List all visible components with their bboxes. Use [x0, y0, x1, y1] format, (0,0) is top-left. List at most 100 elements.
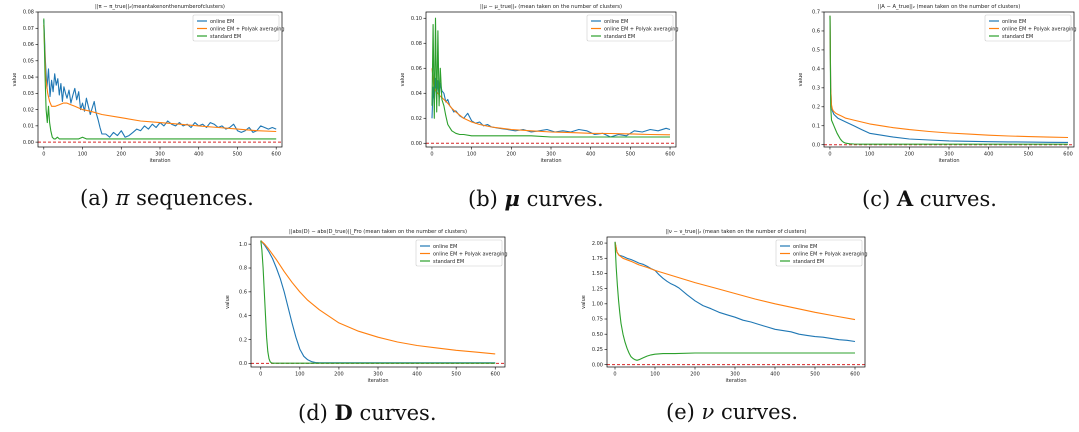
chart-e-legend-label: standard EM — [793, 259, 824, 265]
chart-b-legend — [586, 14, 674, 42]
chart-b-legend-label: online EM — [604, 19, 628, 25]
chart-b-svg: ||μ − μ_true||₂ (mean taken on the numbe… — [400, 4, 679, 164]
chart-d-svg: ||abs(D) − abs(D_true)||_Fro (mean taken… — [225, 229, 508, 384]
caption-b-label: (b) — [468, 187, 498, 211]
chart-a-ytick-label: 0.05 — [23, 58, 34, 64]
caption-a-label: (a) — [80, 186, 109, 210]
chart-c-legend-label: online EM + Polyak averaging — [1002, 26, 1077, 32]
chart-a-series-2-line — [43, 24, 277, 133]
chart-a-xtick-label: 100 — [78, 152, 88, 158]
chart-e-ytick-label: 0.50 — [592, 332, 603, 338]
chart-c-legend — [984, 14, 1072, 42]
chart-panel-d: ||abs(D) − abs(D_true)||_Fro (mean taken… — [215, 225, 515, 385]
chart-panel-e: ||ν − ν_true||₂ (mean taken on the numbe… — [575, 225, 875, 385]
chart-e-xtick-label: 500 — [810, 372, 820, 378]
chart-e-legend-label: online EM + Polyak averaging — [793, 251, 868, 257]
chart-a-series-1-line — [43, 20, 277, 138]
chart-e-ytick-label: 0.75 — [592, 317, 603, 323]
chart-a-legend — [192, 14, 280, 42]
chart-d-series-2-line — [260, 240, 496, 355]
chart-d-xlabel: iteration — [367, 378, 388, 384]
chart-d-ytick-label: 0.6 — [239, 290, 247, 296]
caption-d-text: curves. — [359, 401, 437, 425]
chart-a-xlabel: iteration — [149, 158, 170, 164]
chart-d-xtick-label: 500 — [451, 372, 461, 378]
chart-e-legend — [775, 239, 863, 267]
chart-e-xlabel: iteration — [725, 378, 746, 384]
chart-a-legend-label: online EM — [210, 19, 234, 25]
chart-e-svg: ||ν − ν_true||₂ (mean taken on the numbe… — [581, 229, 868, 384]
chart-e-series-1-line — [614, 241, 856, 343]
chart-b-legend-label: online EM + Polyak averaging — [604, 26, 679, 32]
chart-c-ytick-label: 0.4 — [812, 67, 820, 73]
chart-c-ytick-label: 0.7 — [812, 10, 820, 16]
chart-e-series-3-line — [614, 241, 855, 361]
caption-e-label: (e) — [666, 400, 695, 424]
chart-a-ytick-label: 0.00 — [23, 140, 34, 146]
chart-b-ytick-label: 0.10 — [411, 16, 422, 22]
caption-c-text: curves. — [919, 187, 997, 211]
chart-c-series-1-line — [829, 15, 1069, 143]
chart-a-ytick-label: 0.02 — [23, 107, 34, 113]
caption-c: (c) A curves. — [862, 186, 997, 211]
chart-a-xtick-label: 400 — [194, 152, 204, 158]
chart-b-xtick-label: 100 — [467, 152, 477, 158]
chart-c-xtick-label: 600 — [1063, 152, 1073, 158]
chart-e-ytick-label: 1.50 — [592, 271, 603, 277]
chart-c-ytick-label: 0.6 — [812, 29, 820, 35]
caption-d-label: (d) — [298, 401, 328, 425]
chart-d-ytick-label: 0.2 — [239, 337, 247, 343]
chart-d-xtick-label: 100 — [295, 372, 305, 378]
chart-a-ytick-label: 0.07 — [23, 26, 34, 32]
caption-a-text: sequences. — [136, 186, 254, 210]
chart-b-legend-label: standard EM — [604, 34, 635, 40]
chart-e-ytick-label: 2.00 — [592, 241, 603, 247]
chart-e-xtick-label: 0 — [613, 372, 616, 378]
chart-e-xtick-label: 200 — [690, 372, 700, 378]
chart-b-ylabel: value — [400, 73, 406, 87]
chart-c-ylabel: value — [798, 73, 804, 87]
chart-c-ytick-label: 0.0 — [812, 142, 820, 148]
chart-c-xtick-label: 300 — [944, 152, 954, 158]
chart-c-xtick-label: 200 — [905, 152, 915, 158]
chart-d-ytick-label: 1.0 — [239, 242, 247, 248]
chart-a-xtick-label: 200 — [116, 152, 126, 158]
caption-e-text: curves. — [720, 400, 799, 424]
chart-e-ylabel: value — [581, 295, 587, 309]
chart-d-legend-label: standard EM — [433, 259, 464, 265]
chart-b-series-1-line — [431, 77, 671, 138]
chart-c-ytick-label: 0.5 — [812, 48, 820, 54]
caption-a: (a) π sequences. — [80, 186, 254, 210]
chart-d-legend — [415, 239, 503, 267]
chart-a-svg: ||π − π_true||₂(meantakenonthenumberofcl… — [12, 4, 285, 164]
chart-panel-a: ||π − π_true||₂(meantakenonthenumberofcl… — [0, 0, 300, 175]
chart-b-xtick-label: 500 — [626, 152, 636, 158]
chart-b-series-2-line — [431, 68, 671, 136]
chart-a-title: ||π − π_true||₂(meantakenonthenumberofcl… — [95, 4, 225, 10]
chart-e-xtick-label: 600 — [850, 372, 860, 378]
chart-e-ytick-label: 0.25 — [592, 347, 603, 353]
caption-c-symbol: A — [896, 186, 914, 211]
chart-b-xtick-label: 600 — [665, 152, 675, 158]
chart-a-legend-label: standard EM — [210, 34, 241, 40]
chart-e-ytick-label: 1.75 — [592, 256, 603, 262]
chart-a-ytick-label: 0.08 — [23, 10, 34, 16]
caption-e: (e) ν curves. — [666, 400, 798, 424]
chart-d-xtick-label: 200 — [334, 372, 344, 378]
chart-e-ytick-label: 1.00 — [592, 302, 603, 308]
chart-b-series-3-line — [431, 17, 670, 138]
caption-d: (d) D curves. — [298, 400, 437, 425]
chart-a-ytick-label: 0.04 — [23, 75, 34, 81]
caption-b: (b) μ curves. — [468, 186, 604, 211]
chart-d-xtick-label: 300 — [373, 372, 383, 378]
chart-c-series-3-line — [829, 15, 1068, 145]
caption-e-symbol: ν — [701, 400, 715, 424]
chart-a-ylabel: value — [12, 73, 18, 87]
chart-e-title: ||ν − ν_true||₂ (mean taken on the numbe… — [665, 229, 806, 235]
chart-b-ytick-label: 0.00 — [411, 141, 422, 147]
chart-b-ytick-label: 0.08 — [411, 41, 422, 47]
chart-d-legend-label: online EM + Polyak averaging — [433, 251, 508, 257]
chart-e-series-2-line — [614, 241, 856, 321]
chart-c-ytick-label: 0.1 — [812, 123, 820, 129]
chart-d-legend-label: online EM — [433, 244, 457, 250]
